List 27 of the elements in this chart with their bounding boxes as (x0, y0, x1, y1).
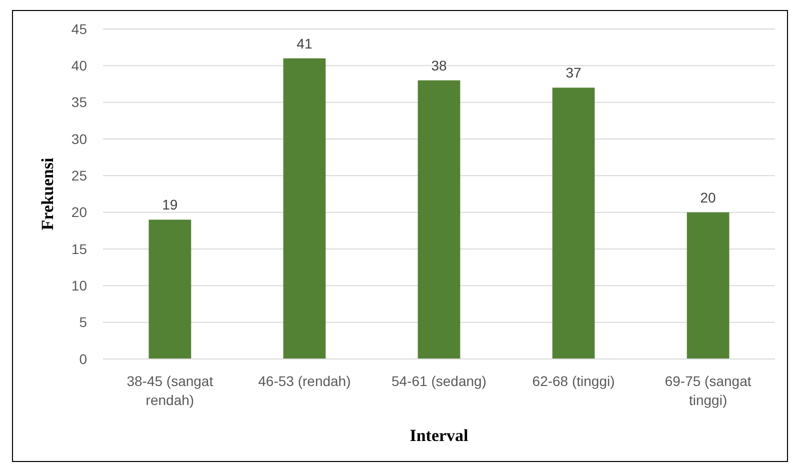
bar (552, 88, 595, 359)
bar (283, 58, 326, 359)
data-label: 41 (296, 35, 312, 52)
x-tick-label: 54-61 (sedang) (392, 373, 486, 389)
data-label: 38 (431, 57, 447, 74)
x-tick-label: 38-45 (sangat rendah) (126, 373, 214, 408)
y-tick-label: 20 (71, 204, 88, 220)
y-axis-title: Frekuensi (38, 158, 57, 230)
y-tick-label: 40 (71, 58, 88, 74)
data-label: 37 (566, 64, 582, 81)
x-axis-title: Interval (410, 426, 469, 445)
data-label: 20 (700, 189, 716, 206)
y-tick-label: 5 (79, 314, 88, 330)
y-tick-label: 15 (71, 240, 88, 257)
y-tick-label: 35 (71, 94, 88, 110)
x-tick-label: 46-53 (rendah) (258, 373, 351, 389)
data-label: 19 (162, 196, 178, 213)
bar (148, 220, 192, 359)
y-tick-label: 10 (71, 278, 88, 294)
y-tick-label: 45 (71, 20, 88, 37)
bar (686, 212, 730, 359)
y-tick-label: 0 (79, 350, 88, 367)
bar (418, 80, 460, 359)
x-tick-label: 62-68 (tinggi) (532, 373, 615, 389)
x-tick-label: 69-75 (sangat tinggi) (664, 373, 752, 408)
y-tick-label: 30 (71, 130, 88, 147)
y-tick-label: 25 (71, 168, 88, 184)
